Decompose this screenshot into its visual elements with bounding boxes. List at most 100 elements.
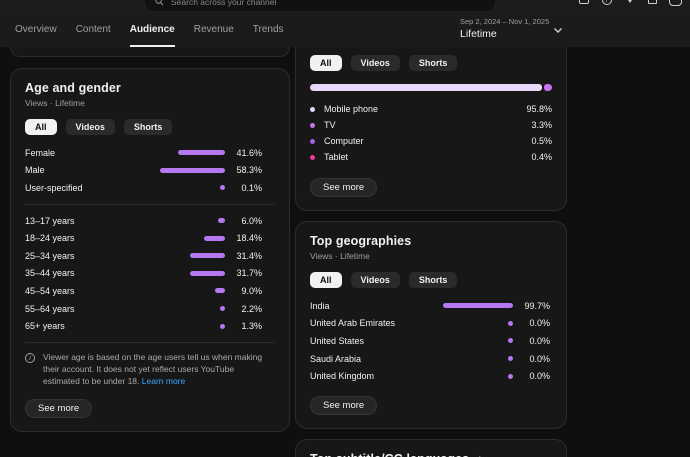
period-label: Lifetime: [460, 28, 497, 40]
stat-value: 0.0%: [529, 371, 550, 382]
age-gender-card: Age and gender Views · Lifetime All Video…: [10, 68, 290, 432]
filter-chip[interactable]: Videos: [65, 119, 115, 135]
legend-label: Computer: [324, 136, 364, 146]
stat-value: 0.0%: [529, 353, 550, 364]
legend-label: Tablet: [324, 152, 349, 162]
stat-row: United Kingdom 0.0%: [310, 367, 552, 385]
stat-row: 18–24 years 18.4%: [25, 229, 275, 247]
stat-bar: [113, 253, 225, 259]
search-input[interactable]: Search across your channel: [145, 0, 495, 11]
legend-value: 3.3%: [531, 120, 552, 130]
legend-dot: [310, 154, 315, 160]
stat-bar: [443, 320, 513, 326]
filter-chip[interactable]: All: [25, 119, 57, 135]
tab[interactable]: Trends: [252, 24, 284, 35]
stat-label: 55–64 years: [25, 303, 75, 314]
stat-label: 25–34 years: [25, 250, 75, 261]
stat-row: United States 0.0%: [310, 332, 552, 350]
see-more-button[interactable]: See more: [25, 398, 93, 418]
stat-label: 18–24 years: [25, 233, 75, 244]
filter-chip[interactable]: Shorts: [408, 55, 458, 71]
date-range-text: Sep 2, 2024 – Nov 1, 2025: [460, 17, 550, 26]
tab[interactable]: Revenue: [193, 24, 234, 35]
card-title: Age and gender: [25, 81, 121, 95]
stat-label: United Arab Emirates: [310, 318, 396, 329]
stat-bar: [443, 356, 513, 362]
stat-label: Female: [25, 147, 56, 158]
stat-bar: [113, 323, 225, 329]
filter-chip[interactable]: All: [310, 55, 342, 71]
stacked-bar-segment: [543, 84, 552, 91]
stat-row: Female 41.6%: [25, 144, 275, 162]
legend-value: 95.8%: [526, 104, 552, 114]
filter-chip[interactable]: Shorts: [408, 272, 458, 288]
tab[interactable]: Audience: [129, 12, 175, 47]
note-text: Viewer age is based on the age users tel…: [43, 351, 263, 386]
top-geographies-card: Top geographies Views · Lifetime All Vide…: [295, 221, 567, 429]
filter-chip[interactable]: Shorts: [123, 119, 173, 135]
divider: [25, 341, 275, 343]
stat-row: 35–44 years 31.7%: [25, 265, 275, 283]
search-icon: [155, 0, 164, 11]
viewer-age-note: i Viewer age is based on the age users t…: [25, 352, 275, 388]
stat-bar: [113, 306, 225, 312]
help-icon[interactable]: ?: [600, 0, 613, 6]
stat-value: 0.1%: [241, 182, 262, 193]
stat-value: 0.0%: [529, 335, 550, 346]
top-icons: ?: [577, 0, 682, 6]
legend-row: Mobile phone 95.8%: [310, 101, 552, 117]
tab[interactable]: Content: [75, 24, 111, 35]
learn-more-link[interactable]: Learn more: [141, 375, 186, 386]
tab[interactable]: Overview: [15, 24, 57, 35]
stat-bar: [113, 185, 225, 191]
card-title: Top subtitle/CC languages⚠: [310, 452, 552, 457]
stat-value: 31.4%: [236, 250, 262, 261]
stat-row: 55–64 years 2.2%: [25, 300, 275, 318]
device-type-card: All Videos Shorts Mobile phone 95.8%: [295, 47, 567, 211]
legend-row: TV 3.3%: [310, 117, 552, 133]
filter-chip[interactable]: All: [310, 272, 342, 288]
stat-label: 13–17 years: [25, 215, 75, 226]
previous-card-edge: [10, 47, 290, 57]
create-icon[interactable]: [623, 0, 636, 6]
legend-dot: [310, 122, 315, 128]
stat-bar: [113, 150, 225, 156]
notifications-icon[interactable]: [646, 0, 659, 6]
device-stacked-bar: [310, 84, 552, 91]
stat-value: 99.7%: [524, 300, 550, 311]
legend-dot: [310, 106, 315, 112]
stat-bar: [443, 373, 513, 379]
see-more-button[interactable]: See more: [310, 178, 378, 197]
stat-value: 2.2%: [241, 303, 262, 314]
card-title: Top geographies: [310, 234, 412, 248]
stat-row: India 99.7%: [310, 297, 552, 315]
stat-label: United States: [310, 335, 365, 346]
filter-chip[interactable]: Videos: [350, 272, 400, 288]
warning-icon: ⚠: [475, 455, 484, 457]
avatar[interactable]: [669, 0, 682, 6]
stat-label: 45–54 years: [25, 285, 75, 296]
legend-row: Tablet 0.4%: [310, 149, 552, 165]
info-icon: i: [25, 352, 35, 363]
filter-chip[interactable]: Videos: [350, 55, 400, 71]
date-range-picker[interactable]: Sep 2, 2024 – Nov 1, 2025 Lifetime: [460, 17, 549, 40]
content-area: Age and gender Views · Lifetime All Video…: [0, 47, 690, 457]
analytics-nav: Overview Content Audience Revenue Trends Sep…: [0, 12, 690, 47]
stat-bar: [443, 338, 513, 344]
right-column: All Videos Shorts Mobile phone 95.8%: [295, 47, 567, 457]
filter-chips: All Videos Shorts: [310, 55, 552, 71]
geography-rows: India 99.7% United Arab Emirates 0.0%: [310, 297, 552, 385]
stat-bar: [443, 303, 513, 309]
feedback-icon[interactable]: [577, 0, 590, 6]
see-more-button[interactable]: See more: [310, 395, 378, 415]
stat-row: 25–34 years 31.4%: [25, 247, 275, 265]
left-column: Age and gender Views · Lifetime All Video…: [10, 47, 290, 432]
stat-value: 6.0%: [241, 215, 262, 226]
legend-label: Mobile phone: [324, 104, 379, 114]
age-rows: 13–17 years 6.0% 18–24 years 18.4%: [25, 212, 275, 335]
stat-bar: [113, 218, 225, 224]
stat-row: Male 58.3%: [25, 162, 275, 180]
chevron-down-icon[interactable]: [552, 23, 564, 35]
device-legend: Mobile phone 95.8% TV 3.3%: [310, 101, 552, 165]
stat-row: 65+ years 1.3%: [25, 317, 275, 335]
